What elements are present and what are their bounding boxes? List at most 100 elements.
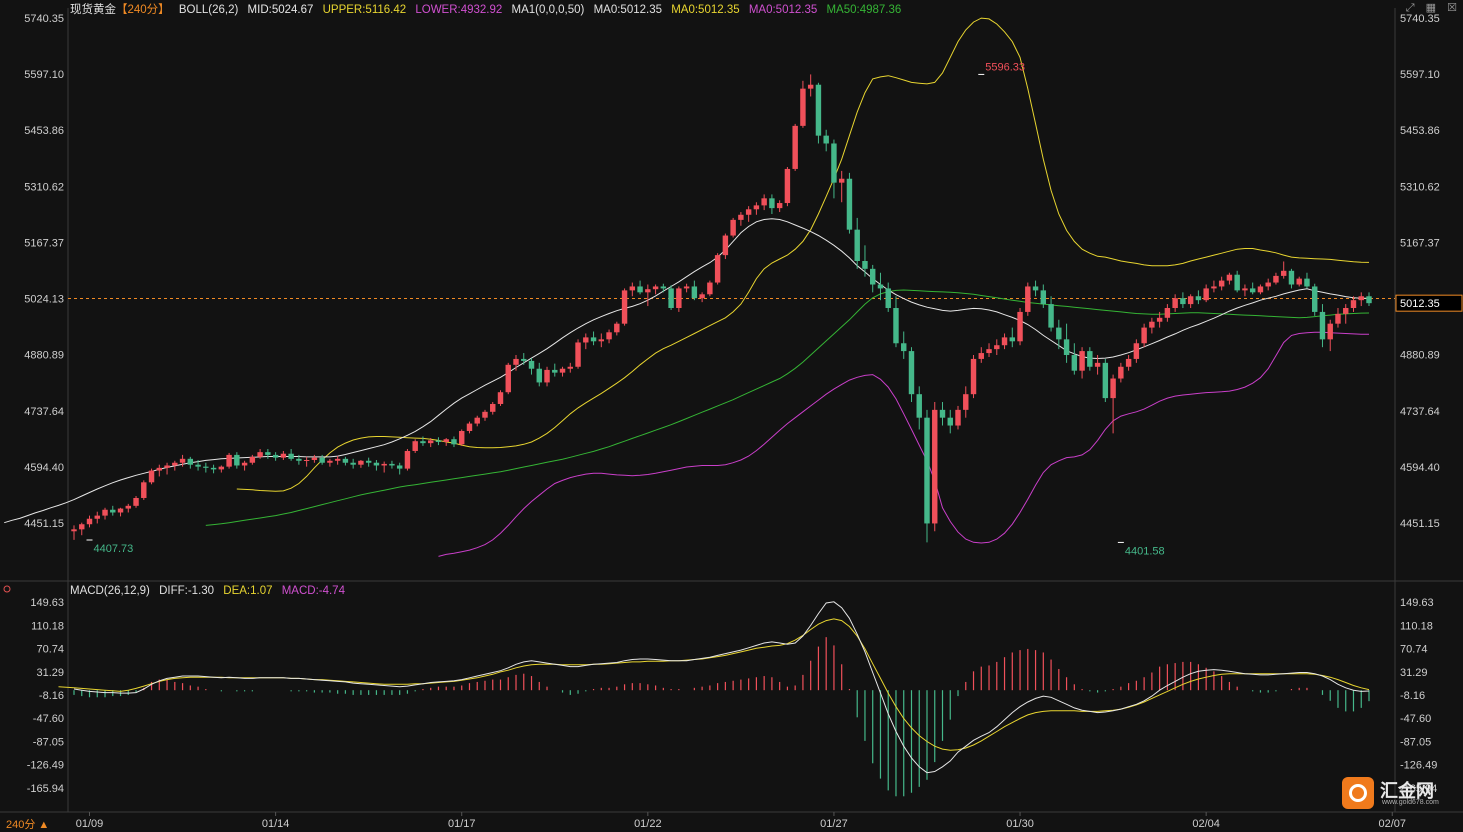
candle-body [1280,270,1287,276]
candle-body [365,460,372,463]
macd-tick-left: 70.74 [36,643,64,655]
macd-tick-left: -8.16 [39,690,64,702]
candle-body [645,289,651,293]
candle-body [241,462,248,466]
candle-body [342,458,349,463]
candle-body [319,457,325,463]
candle-body [79,524,85,530]
candle-body [311,457,318,460]
ma0-value-c: MA0:5012.35 [748,4,818,16]
candle-body [986,349,992,354]
ma-definition-label: MA1(0,0,0,50) [511,4,585,16]
candle-body [1242,288,1248,291]
candle-body [1265,282,1271,287]
candle-body [978,353,984,359]
macd-tick-left: 110.18 [31,620,64,632]
candle-body [1079,351,1085,371]
candle-body [148,470,155,483]
price-tick-right: 5167.37 [1400,237,1440,249]
candle-body [1234,274,1240,291]
candle-body [1040,290,1047,305]
candle-body [133,497,139,506]
price-tick-right: 4737.64 [1400,406,1440,418]
candle-body [427,440,434,444]
candle-body [226,454,232,467]
macd-histogram-value: MACD:-4.74 [281,585,345,597]
candle-body [924,417,930,524]
candle-body [1273,275,1279,283]
candle-body [1366,296,1372,304]
macd-dea-value: DEA:1.07 [223,585,273,597]
candle-body [156,467,163,471]
boll-upper-line [236,17,1370,492]
candle-body [1048,304,1054,328]
boll-label: BOLL(26,2) [178,4,239,16]
macd-tick-right: -165.94 [1400,783,1437,795]
candle-body [776,203,783,209]
bottom-period-selector[interactable]: 240分 ▲ [6,819,50,831]
candle-body [916,394,922,418]
candle-body [1172,298,1178,309]
candle-body [451,439,457,445]
candle-body [102,509,108,516]
price-tick-left: 4451.15 [24,518,64,530]
candle-body [1094,362,1101,367]
candle-body [846,178,853,230]
candle-body [544,369,550,383]
boll-mid-line [4,218,1370,524]
price-tick-left: 5310.62 [24,181,64,193]
extreme-label: 5596.33 [985,61,1025,73]
candle-body [559,368,566,373]
time-tick-label: 01/09 [76,818,104,830]
price-tick-right: 4880.89 [1400,350,1440,362]
candle-body [265,452,271,455]
time-tick-label: 01/17 [448,818,476,830]
macd-tick-right: -87.05 [1400,737,1431,749]
candle-body [815,84,822,136]
candle-body [1056,327,1062,340]
expand-icon[interactable]: ⤢ [1405,2,1415,14]
candle-body [288,453,294,459]
candle-body [296,458,302,461]
candle-body [908,351,915,395]
candle-body [272,454,279,458]
current-price-label: 5012.35 [1400,298,1440,310]
candle-body [838,178,845,183]
macd-tick-left: -47.60 [33,713,64,725]
boll-upper-value: UPPER:5116.42 [322,4,407,16]
candle-body [807,84,814,89]
candle-body [1110,378,1116,399]
period-label[interactable]: 【240分】 [116,4,170,16]
candle-body [435,440,442,442]
candle-body [234,454,240,466]
macd-tick-left: 149.63 [30,597,64,609]
candle-body [1156,317,1163,322]
candle-body [877,284,884,289]
time-tick-label: 01/30 [1006,818,1034,830]
candle-body [939,409,946,418]
macd-diff-line [73,601,1370,774]
price-tick-left: 5167.37 [24,237,64,249]
candle-body [901,343,907,352]
macd-tick-right: 70.74 [1400,643,1428,655]
candle-body [373,462,380,466]
candle-body [1017,311,1023,342]
candle-body [334,458,341,461]
candle-body [575,342,581,367]
candle-body [536,368,542,383]
window-controls: ⤢ ▦ ☒ [1398,1,1457,15]
candle-body [963,394,969,410]
candle-body [714,255,721,283]
candle-body [459,431,465,445]
candle-body [350,462,356,465]
boll-lower-line [438,331,1369,557]
candle-body [637,286,643,293]
price-tick-left: 5597.10 [24,69,64,81]
candle-body [358,460,364,465]
price-tick-left: 4737.64 [24,406,64,418]
price-tick-right: 5453.86 [1400,125,1440,137]
close-icon[interactable]: ☒ [1447,2,1457,14]
grid-icon[interactable]: ▦ [1425,2,1437,14]
candle-body [1343,308,1349,314]
